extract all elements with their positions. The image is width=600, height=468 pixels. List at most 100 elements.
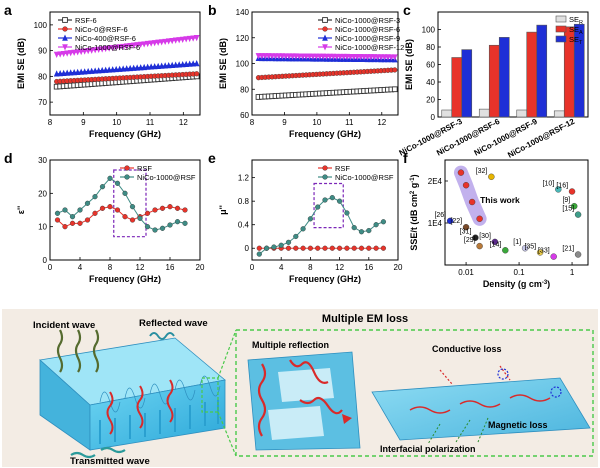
y-tick-label: 100 [422, 26, 436, 35]
x-tick-label: 4 [279, 263, 284, 272]
data-point [391, 54, 398, 61]
scatter-point [502, 247, 509, 254]
legend-marker [124, 165, 130, 171]
data-point [322, 197, 328, 203]
data-point [368, 54, 374, 61]
data-point [167, 222, 173, 228]
data-point [162, 38, 169, 46]
incident-wave-label: Incident wave [33, 320, 95, 331]
schematic-title: Multiple EM loss [322, 313, 408, 325]
mechanism-box [235, 329, 594, 457]
legend-marker [62, 44, 68, 51]
data-point [54, 217, 61, 223]
data-point [347, 53, 354, 61]
category-label: NiCo-1000@RSF-3 [398, 117, 465, 158]
data-point [256, 251, 262, 257]
scatter-point [550, 253, 557, 260]
data-point [391, 86, 398, 93]
data-point [327, 53, 333, 60]
data-point [114, 207, 121, 213]
point-label: [32] [476, 168, 488, 175]
bar [536, 24, 548, 118]
data-point [307, 216, 314, 222]
data-point [183, 36, 190, 43]
data-point [151, 40, 158, 47]
x-axis-label: Frequency (GHz) [89, 129, 161, 139]
data-point [340, 53, 347, 61]
data-point [152, 207, 158, 213]
data-point [60, 69, 67, 76]
y-tick-label: 90 [38, 47, 47, 56]
data-point [67, 50, 74, 57]
data-point [71, 49, 78, 56]
scatter-point [536, 249, 544, 256]
x-axis-label: Density (g cm-3) [483, 279, 550, 289]
data-point [262, 53, 269, 60]
data-point [265, 53, 272, 60]
data-point [300, 245, 306, 251]
data-point [351, 225, 357, 231]
data-point [310, 53, 316, 60]
conductive-loss-label: Conductive loss [432, 344, 502, 354]
data-point [74, 68, 81, 75]
data-point [92, 210, 98, 216]
data-point [194, 71, 200, 77]
scatter-point [491, 238, 499, 246]
legend-marker [322, 17, 328, 23]
x-axis-label: Frequency (GHz) [289, 274, 361, 284]
data-point [337, 198, 343, 204]
legend-label: NiCo-1000@RSF [335, 173, 394, 182]
legend-label-main: SE [569, 15, 579, 24]
panel-label-c: c [403, 2, 411, 18]
data-point [148, 40, 155, 47]
data-point [141, 63, 148, 71]
data-point [293, 53, 299, 60]
data-point [71, 68, 78, 76]
x-axis-label-sup: -3 [542, 280, 548, 286]
x-tick-label: 0 [250, 263, 255, 272]
bar [441, 109, 453, 118]
y-tick-label: 0.4 [238, 221, 250, 230]
series-line-2 [57, 177, 186, 231]
x-tick-label: 9 [81, 118, 86, 127]
data-point [285, 239, 292, 245]
data-point [127, 64, 134, 72]
point-label: [1] [513, 239, 521, 246]
legend-label-main: SE [569, 25, 579, 34]
data-point [315, 204, 321, 210]
y-tick-label: 1E4 [428, 219, 443, 228]
data-point [158, 39, 165, 46]
data-point [176, 37, 183, 44]
legend-label: SEA [569, 25, 583, 36]
data-point [129, 204, 136, 210]
legend-label: RSF [335, 164, 350, 173]
data-point [53, 51, 60, 59]
x-tick-label: 20 [196, 263, 205, 272]
legend-label-sub: T [579, 40, 583, 46]
data-point [381, 54, 388, 61]
data-point [285, 245, 292, 251]
x-tick-label: 4 [78, 263, 83, 272]
chart-b: 60 80 100 120 140 8 9 10 11 12 Frequency (GHz) EMI … [218, 8, 404, 139]
data-point [322, 245, 328, 251]
data-point [81, 68, 88, 75]
interfacial-polarization-label: Interfacial polarization [380, 444, 476, 454]
data-point [371, 54, 378, 61]
x-tick-label: 8 [250, 118, 255, 127]
data-point [134, 42, 141, 49]
data-point [278, 242, 284, 248]
chart-a: 70 80 90 100 8 9 10 11 12 Frequency (GHz) EMI SE (… [16, 11, 201, 139]
data-point [323, 53, 330, 60]
data-point [296, 53, 303, 60]
y-tick-label: 100 [236, 60, 250, 69]
y-tick-label: 0.8 [238, 197, 250, 206]
y-axis-label: EMI SE (dB) [218, 38, 228, 89]
data-point [85, 67, 92, 75]
scatter-point [446, 217, 454, 225]
data-point [313, 53, 320, 60]
x-tick-label: 10 [112, 118, 121, 127]
data-point [64, 69, 71, 76]
data-point [354, 54, 361, 61]
x-tick-label: 8 [48, 118, 53, 127]
